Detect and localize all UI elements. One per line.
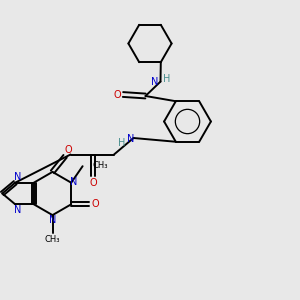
Text: O: O — [89, 178, 97, 188]
Text: O: O — [92, 199, 99, 209]
Text: H: H — [118, 137, 126, 148]
Text: N: N — [70, 177, 77, 187]
Text: O: O — [64, 145, 72, 155]
Text: H: H — [164, 74, 171, 84]
Text: CH₃: CH₃ — [92, 161, 108, 170]
Text: CH₃: CH₃ — [45, 235, 60, 244]
Text: O: O — [113, 89, 121, 100]
Text: N: N — [14, 205, 21, 215]
Text: N: N — [127, 134, 134, 145]
Text: N: N — [152, 76, 159, 87]
Text: N: N — [14, 172, 21, 182]
Text: N: N — [49, 214, 56, 225]
